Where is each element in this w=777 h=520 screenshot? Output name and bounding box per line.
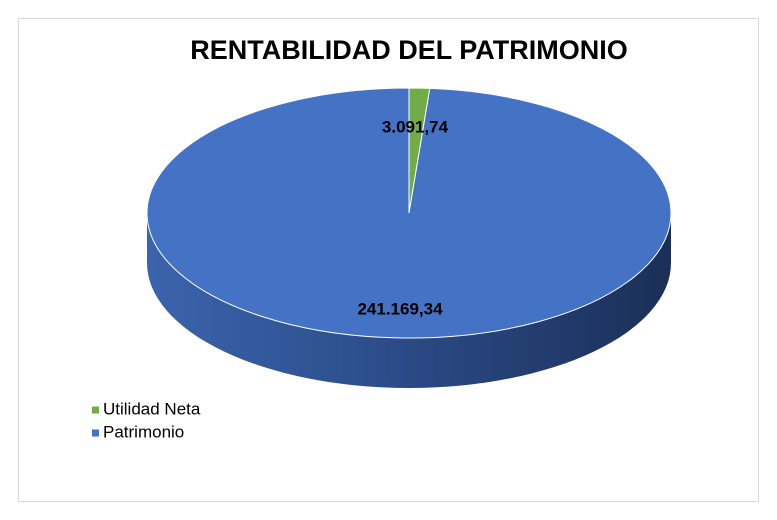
pie-side: [147, 213, 671, 388]
pie-slice: [146, 87, 672, 339]
legend-swatch: [92, 429, 99, 437]
data-label: 241.169,34: [357, 299, 443, 318]
chart-title: RENTABILIDAD DEL PATRIMONIO: [190, 35, 627, 65]
legend-label: Patrimonio: [103, 422, 184, 441]
legend-swatch: [92, 406, 99, 414]
legend-label: Utilidad Neta: [103, 399, 201, 418]
data-label: 3.091,74: [382, 117, 449, 136]
